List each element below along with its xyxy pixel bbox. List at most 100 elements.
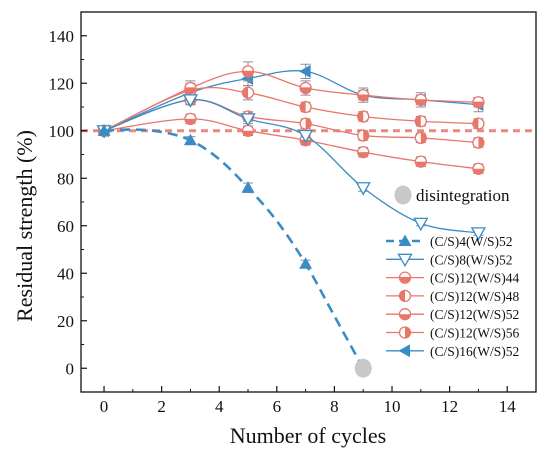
x-tick-label-1: 2 [157,397,166,416]
series-4-point-2 [241,124,255,137]
series-1-point-2 [240,113,256,127]
series-1-point-3 [298,129,314,144]
legend-item-2: (C/S)12(W/S)44 [386,271,519,286]
series-2-point-1-fill [184,88,196,94]
x-tick-label-3: 6 [273,397,282,416]
y-tick-label-1: 20 [57,312,74,331]
legend: (C/S)4(W/S)52 (C/S)8(W/S)52 (C/S)12(W/S)44… [386,234,519,359]
legend-item-4: (C/S)12(W/S)52 [386,307,519,322]
x-tick-label-5: 10 [384,397,401,416]
y-tick-label-4: 80 [57,169,74,188]
series-5-point-5-fill [420,132,427,144]
series-4-point-1 [184,112,197,126]
series-4-point-2-fill [242,130,254,137]
series-0-point-0 [97,124,111,136]
series-2-point-4 [357,88,370,102]
legend-marker-5-fill [405,327,411,338]
series-2-point-3 [299,81,312,95]
series-4-point-4-fill [357,152,369,158]
disintegration-legend-marker [394,185,412,205]
legend-item-5: (C/S)12(W/S)56 [386,326,519,341]
series-2-point-2 [241,65,255,78]
series-6-point-3 [299,64,311,78]
series-5-point-5 [414,131,427,145]
series-0-point-3 [299,257,313,269]
disintegration-label: disintegration [416,186,510,205]
series-1-point-6 [470,227,487,241]
series-5-point-6 [472,136,485,149]
series-3-point-6 [472,117,485,130]
series-3-point-2-fill [242,87,249,99]
y-tick-label-0: 0 [66,359,75,378]
series-5-point-4 [357,129,370,142]
legend-item-0: (C/S)4(W/S)52 [386,234,513,249]
series-4-point-4 [357,145,370,159]
legend-label-3: (C/S)12(W/S)48 [430,289,519,304]
legend-marker-6 [398,344,410,358]
y-tick-label-7: 140 [49,27,75,46]
legend-marker-4 [398,308,412,321]
series-4-point-6-fill [472,168,484,175]
legend-marker-2 [398,271,412,284]
series-2-point-1 [184,81,197,95]
series-1-point-5 [413,217,429,232]
series-5-point-4-fill [363,130,369,141]
series-4-point-5-fill [415,161,427,168]
series-2-point-5-fill [415,99,427,106]
series-5-point-3-fill [305,118,312,130]
legend-item-6: (C/S)16(W/S)52 [386,344,519,359]
series-3-point-5 [414,115,427,128]
y-tick-label-3: 60 [57,217,74,236]
legend-label-5: (C/S)12(W/S)56 [430,326,519,341]
series-3-point-5-fill [415,115,421,127]
series-0-line [103,128,365,369]
x-tick-label-6: 12 [441,397,458,416]
legend-marker-1 [397,253,413,268]
x-axis-title: Number of cycles [230,423,386,448]
legend-marker-4-fill [399,314,411,320]
disintegration-point [354,358,372,378]
x-tick-label-2: 4 [215,397,224,416]
series-1-point-4 [355,182,371,196]
y-axis-title: Residual strength (%) [12,130,37,322]
series-5-point-6-fill [478,137,484,149]
series-4-point-1-fill [184,118,196,125]
legend-label-2: (C/S)12(W/S)44 [430,271,519,286]
series-2-point-5 [414,93,427,107]
legend-marker-3 [398,289,412,303]
series-0 [97,124,370,374]
legend-item-3: (C/S)12(W/S)48 [386,289,519,304]
y-tick-label-6: 120 [49,74,75,93]
legend-marker-2-fill [399,277,411,284]
x-tick-label-7: 14 [499,397,517,416]
series-2 [97,61,485,137]
series-2-point-4-fill [357,95,369,101]
series-2-point-2-fill [242,71,254,77]
legend-marker-3-fill [399,290,405,302]
y-tick-label-5: 100 [49,122,75,141]
legend-marker-5 [398,326,412,339]
series-3-point-4 [357,110,370,123]
disintegration-annotation: disintegration [394,185,510,205]
series-2-point-3-fill [300,88,312,94]
series-3-point-2 [241,86,255,99]
legend-label-0: (C/S)4(W/S)52 [430,234,513,249]
legend-item-1: (C/S)8(W/S)52 [386,252,513,267]
legend-label-1: (C/S)8(W/S)52 [430,252,513,267]
series-3-point-4-fill [357,111,364,122]
series-2-point-6 [472,96,485,109]
x-tick-label-0: 0 [100,397,109,416]
series-4-point-5 [414,155,427,168]
series-5-point-3 [299,117,312,130]
series-3-point-6-fill [472,118,479,130]
legend-label-6: (C/S)16(W/S)52 [430,344,519,359]
series-4 [97,112,485,175]
series-1 [96,94,487,241]
series-4-point-6 [472,162,485,175]
series-0-point-2 [241,181,255,193]
y-tick-label-2: 40 [57,264,74,283]
series-1-point-1 [182,94,199,108]
series-layer [96,61,487,378]
